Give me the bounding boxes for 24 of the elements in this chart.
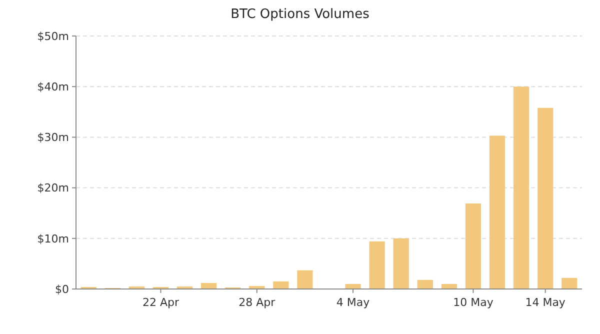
- x-tick-label: 14 May: [525, 296, 566, 309]
- y-tick-label: $10m: [37, 232, 69, 246]
- y-tick-label: $30m: [37, 131, 69, 144]
- bar: [538, 108, 554, 289]
- bar: [297, 270, 313, 289]
- x-tick-label: 28 Apr: [238, 296, 276, 309]
- bar: [201, 282, 217, 289]
- bar: [489, 136, 506, 289]
- bar: [369, 241, 385, 289]
- bar: [465, 203, 482, 289]
- x-tick-label: 4 May: [336, 296, 370, 309]
- x-tick-label: 10 May: [453, 296, 494, 309]
- y-tick-label: $0: [55, 282, 69, 296]
- bar: [393, 238, 409, 289]
- bar: [562, 278, 578, 289]
- bar: [513, 86, 530, 289]
- x-tick-label: 22 Apr: [142, 296, 180, 309]
- bar: [345, 284, 361, 289]
- y-tick-label: $40m: [37, 80, 69, 94]
- y-tick-label: $20m: [37, 182, 69, 195]
- bar: [417, 280, 433, 289]
- y-tick-label: $50m: [37, 30, 69, 43]
- chart-title: BTC Options Volumes: [230, 7, 370, 22]
- bar: [273, 281, 289, 289]
